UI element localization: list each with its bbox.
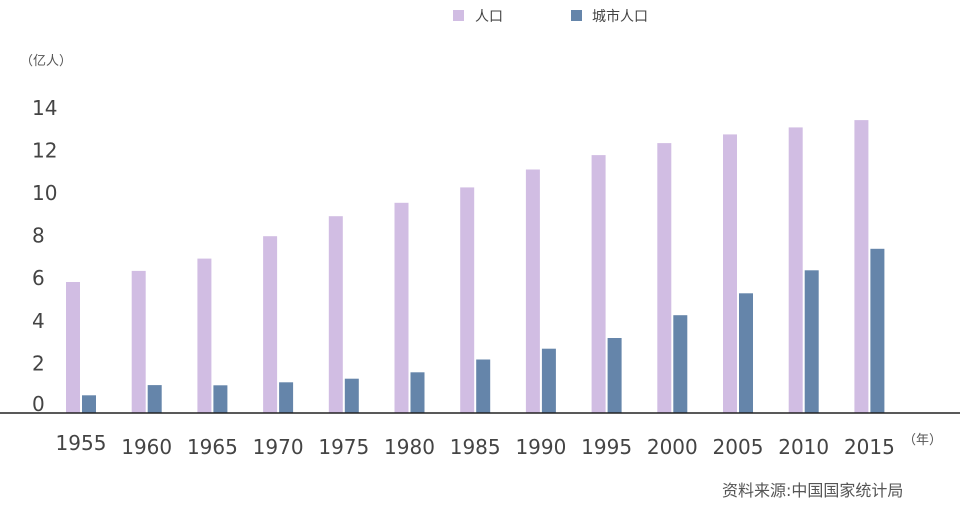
- bar-urban-population-1960: [147, 385, 162, 413]
- bar-population-2015: [854, 120, 869, 413]
- x-axis-ticks: 1955 1960 1965 1970 1975 1980 1985 1990 1995 2000…: [56, 431, 895, 459]
- bar-population-1955: [66, 282, 80, 413]
- bar-urban-population-2010: [804, 270, 819, 413]
- bar-urban-population-2005: [739, 293, 753, 413]
- source-note: 资料来源:中国国家统计局: [722, 481, 903, 500]
- x-axis-unit-label: （年）: [903, 433, 942, 448]
- bar-population-2005: [723, 134, 737, 413]
- y-axis-ticks: 0 2 4 6 8 10 12 14: [32, 96, 57, 416]
- bar-population-1975: [328, 216, 343, 413]
- bar-urban-population-1985: [476, 359, 491, 413]
- bar-urban-population-1965: [213, 385, 228, 413]
- x-tick-label: 2000: [647, 435, 698, 459]
- x-tick-label: 2015: [844, 435, 895, 459]
- bar-population-1995: [591, 155, 606, 413]
- y-tick-label: 6: [32, 266, 45, 290]
- y-axis-unit-label: （亿人）: [20, 54, 72, 69]
- y-tick-label: 8: [32, 224, 45, 248]
- legend-swatch-urban-population: [571, 10, 582, 21]
- x-tick-label: 1985: [450, 435, 501, 459]
- bar-urban-population-2015: [870, 248, 885, 413]
- bar-population-1970: [263, 236, 278, 413]
- x-tick-label: 1990: [515, 435, 566, 459]
- bar-population-1985: [460, 187, 475, 413]
- x-tick-label: 1960: [121, 435, 172, 459]
- y-tick-label: 10: [32, 181, 57, 205]
- x-tick-label: 2010: [778, 435, 829, 459]
- bar-urban-population-2000: [673, 315, 688, 413]
- y-tick-label: 2: [32, 351, 45, 375]
- bar-urban-population-1980: [410, 372, 425, 413]
- x-tick-label: 1995: [581, 435, 632, 459]
- legend: 人口 城市人口: [453, 8, 648, 25]
- bar-urban-population-1975: [344, 378, 359, 413]
- bar-population-2000: [657, 143, 672, 413]
- x-tick-label: 2005: [713, 435, 764, 459]
- bar-population-1990: [525, 169, 540, 413]
- legend-label-population: 人口: [475, 9, 503, 25]
- bar-population-1960: [131, 270, 146, 413]
- bar-population-1965: [197, 258, 212, 413]
- bar-urban-population-1970: [279, 382, 294, 413]
- bar-population-1980: [394, 202, 409, 413]
- legend-swatch-population: [453, 10, 464, 21]
- x-tick-label: 1955: [56, 431, 107, 455]
- y-tick-label: 14: [32, 96, 57, 120]
- legend-label-urban-population: 城市人口: [592, 8, 648, 25]
- bar-population-2010: [788, 127, 803, 414]
- y-tick-label: 12: [32, 138, 57, 162]
- x-tick-label: 1975: [318, 435, 369, 459]
- y-tick-label: 4: [32, 309, 45, 333]
- x-tick-label: 1980: [384, 435, 435, 459]
- bars: [66, 120, 885, 414]
- y-tick-label: 0: [32, 392, 45, 416]
- x-tick-label: 1970: [253, 435, 304, 459]
- bar-urban-population-1995: [607, 338, 622, 413]
- bar-urban-population-1955: [82, 395, 96, 413]
- bar-urban-population-1990: [541, 348, 556, 413]
- x-tick-label: 1965: [187, 435, 238, 459]
